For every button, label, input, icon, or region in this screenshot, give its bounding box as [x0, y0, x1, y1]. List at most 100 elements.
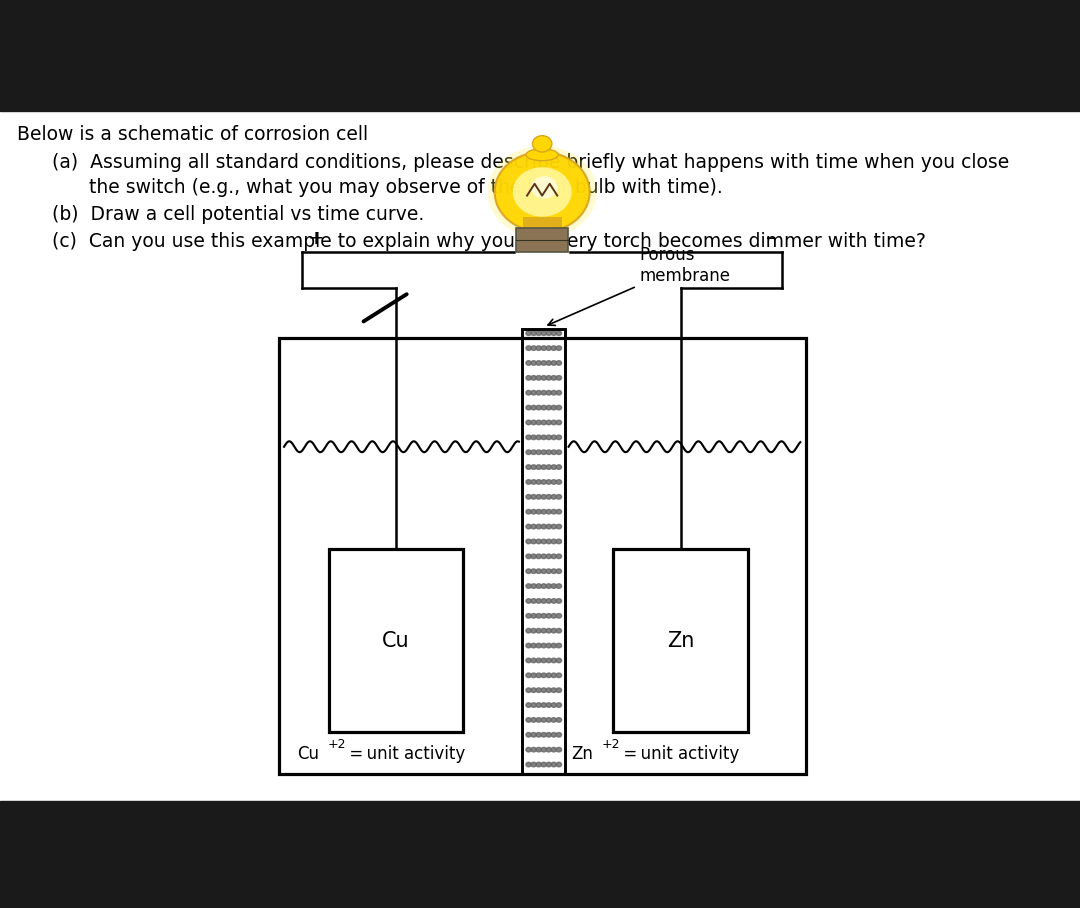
Circle shape: [551, 628, 556, 633]
Circle shape: [536, 598, 541, 603]
Circle shape: [551, 376, 556, 380]
Circle shape: [556, 539, 562, 544]
Circle shape: [536, 465, 541, 469]
Circle shape: [531, 598, 537, 603]
Circle shape: [551, 405, 556, 410]
Circle shape: [531, 643, 537, 647]
Circle shape: [531, 658, 537, 663]
Circle shape: [531, 376, 537, 380]
Circle shape: [536, 376, 541, 380]
Circle shape: [531, 346, 537, 350]
Circle shape: [541, 569, 546, 574]
Circle shape: [536, 509, 541, 514]
Circle shape: [526, 450, 531, 455]
Circle shape: [526, 703, 531, 707]
Circle shape: [531, 465, 537, 469]
Bar: [279, 338, 806, 774]
Circle shape: [531, 717, 537, 722]
Circle shape: [526, 673, 531, 677]
Circle shape: [546, 420, 552, 425]
Circle shape: [536, 747, 541, 752]
Circle shape: [531, 420, 537, 425]
Circle shape: [541, 376, 546, 380]
Circle shape: [556, 628, 562, 633]
Circle shape: [531, 479, 537, 484]
Circle shape: [541, 703, 546, 707]
Text: (a)  Assuming all standard conditions, please describe briefly what happens with: (a) Assuming all standard conditions, pl…: [52, 153, 1009, 172]
Circle shape: [546, 479, 552, 484]
Circle shape: [551, 658, 556, 663]
Circle shape: [541, 658, 546, 663]
Circle shape: [536, 703, 541, 707]
Circle shape: [551, 643, 556, 647]
Circle shape: [556, 673, 562, 677]
Circle shape: [541, 450, 546, 455]
Circle shape: [526, 554, 531, 558]
Circle shape: [556, 420, 562, 425]
Text: Porous
membrane: Porous membrane: [548, 246, 731, 325]
Circle shape: [526, 509, 531, 514]
Circle shape: [551, 688, 556, 693]
Circle shape: [536, 479, 541, 484]
Circle shape: [551, 346, 556, 350]
Circle shape: [536, 390, 541, 395]
Text: +: +: [308, 229, 324, 248]
Circle shape: [531, 539, 537, 544]
Circle shape: [546, 539, 552, 544]
Circle shape: [541, 673, 546, 677]
Circle shape: [526, 628, 531, 633]
Circle shape: [546, 643, 552, 647]
Circle shape: [546, 614, 552, 618]
Circle shape: [526, 376, 531, 380]
Circle shape: [546, 524, 552, 528]
Circle shape: [531, 509, 537, 514]
Circle shape: [551, 703, 556, 707]
Circle shape: [546, 376, 552, 380]
Circle shape: [546, 628, 552, 633]
Circle shape: [531, 584, 537, 588]
Circle shape: [551, 717, 556, 722]
Circle shape: [551, 673, 556, 677]
Circle shape: [546, 717, 552, 722]
Circle shape: [551, 598, 556, 603]
Circle shape: [556, 435, 562, 439]
Circle shape: [546, 405, 552, 410]
Circle shape: [546, 598, 552, 603]
Circle shape: [551, 524, 556, 528]
Circle shape: [551, 479, 556, 484]
Circle shape: [531, 435, 537, 439]
Text: Cu: Cu: [297, 745, 319, 763]
Circle shape: [546, 703, 552, 707]
Text: Zn: Zn: [571, 745, 593, 763]
Text: = unit activity: = unit activity: [346, 745, 464, 763]
Circle shape: [556, 479, 562, 484]
Circle shape: [526, 331, 531, 335]
Circle shape: [531, 176, 557, 199]
Bar: [613, 549, 747, 732]
Circle shape: [541, 405, 546, 410]
Circle shape: [536, 584, 541, 588]
Circle shape: [546, 569, 552, 574]
Circle shape: [541, 331, 546, 335]
Text: Below is a schematic of corrosion cell: Below is a schematic of corrosion cell: [17, 125, 368, 144]
Circle shape: [526, 360, 531, 365]
Circle shape: [536, 524, 541, 528]
Circle shape: [541, 747, 546, 752]
Circle shape: [531, 360, 537, 365]
Circle shape: [546, 762, 552, 766]
Text: (c)  Can you use this example to explain why your battery torch becomes dimmer w: (c) Can you use this example to explain …: [52, 232, 926, 251]
Circle shape: [556, 703, 562, 707]
Circle shape: [546, 554, 552, 558]
Text: (b)  Draw a cell potential vs time curve.: (b) Draw a cell potential vs time curve.: [52, 205, 424, 224]
Circle shape: [536, 688, 541, 693]
Circle shape: [526, 539, 531, 544]
Circle shape: [526, 584, 531, 588]
Circle shape: [541, 539, 546, 544]
Circle shape: [556, 717, 562, 722]
Circle shape: [551, 762, 556, 766]
Circle shape: [531, 390, 537, 395]
Circle shape: [551, 509, 556, 514]
Circle shape: [556, 405, 562, 410]
Circle shape: [556, 465, 562, 469]
Circle shape: [536, 614, 541, 618]
